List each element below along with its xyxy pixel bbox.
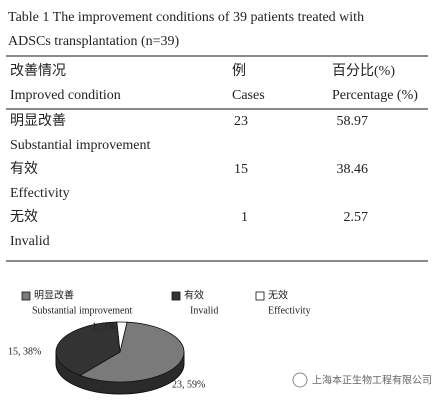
pie-slice xyxy=(79,321,185,383)
data-label: 23, 59% xyxy=(172,379,205,390)
legend-label: 无效 xyxy=(268,288,288,301)
caption: ADSCs transplantation (n=39) xyxy=(8,34,180,49)
pie-slice xyxy=(55,321,121,376)
header: 改善情况 xyxy=(10,63,66,79)
legend-label: Substantial improvement xyxy=(32,305,132,316)
row-label: Invalid xyxy=(10,234,50,249)
cases: 23 xyxy=(234,114,248,129)
legend-label: Effectivity xyxy=(268,305,311,316)
header: Improved condition xyxy=(10,88,121,103)
percentage: 58.97 xyxy=(337,114,369,129)
header: Cases xyxy=(232,88,265,103)
caption: Table 1 The improvement conditions of 39… xyxy=(8,10,364,25)
data-label: 1, 3% xyxy=(92,321,115,332)
cases: 1 xyxy=(241,210,248,225)
row-label: 无效 xyxy=(10,209,38,225)
legend-label: 有效 xyxy=(184,288,204,301)
percentage: 2.57 xyxy=(344,210,369,225)
legend-swatch xyxy=(171,291,181,301)
row-label: Effectivity xyxy=(10,186,70,201)
row-label: Substantial improvement xyxy=(10,138,150,153)
percentage: 38.46 xyxy=(337,162,369,177)
data-label: 15, 38% xyxy=(8,346,41,357)
row-label: 明显改善 xyxy=(10,113,66,129)
header: Percentage (%) xyxy=(332,88,418,103)
header: 例 xyxy=(232,63,246,79)
watermark-icon xyxy=(292,372,308,388)
cases: 15 xyxy=(234,162,248,177)
legend-swatch xyxy=(21,291,31,301)
legend-label: 明显改善 xyxy=(34,288,74,301)
row-label: 有效 xyxy=(10,161,38,177)
watermark: 上海本正生物工程有限公司 xyxy=(312,373,432,386)
header: 百分比(%) xyxy=(332,63,395,79)
legend-swatch xyxy=(255,291,265,301)
legend-label: Invalid xyxy=(190,305,218,316)
